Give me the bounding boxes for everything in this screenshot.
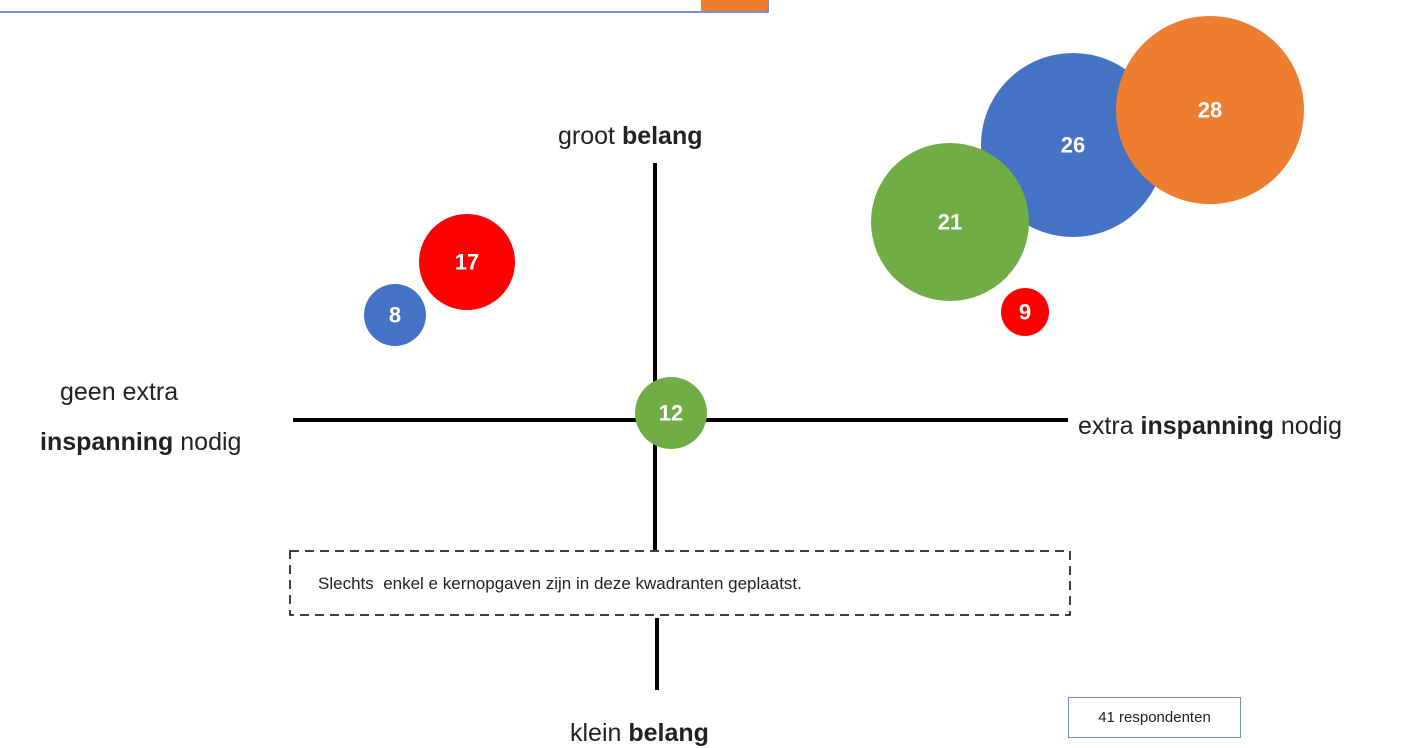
bottom-label: klein belang — [570, 721, 709, 746]
bubble-label: 17 — [455, 250, 479, 275]
label-part: inspanning — [1140, 412, 1274, 440]
label-part: groot — [558, 122, 615, 150]
label-part: extra — [1078, 412, 1134, 440]
bubble-label: 26 — [1061, 133, 1085, 158]
bubble-label: 21 — [938, 210, 962, 235]
bubble — [871, 143, 1029, 301]
respondents-box: 41 respondenten — [1068, 697, 1241, 738]
label-part: belang — [621, 122, 703, 150]
bubbles: 26 28 21 9 8 17 12 — [364, 16, 1304, 449]
right-label: extra inspanning nodig — [1078, 414, 1342, 439]
bubble — [419, 214, 515, 310]
left-label-2: inspanning nodig — [40, 430, 241, 455]
label-part: inspanning — [40, 428, 174, 456]
bubble-label: 8 — [389, 303, 401, 328]
top-box-accent — [701, 0, 767, 11]
note: Slechts enkel e kernopgaven zijn in deze… — [318, 574, 802, 593]
top-label: groot belang — [558, 124, 703, 149]
label-part: nodig — [180, 428, 242, 456]
left-label-1: geen extra — [60, 378, 179, 406]
respondents: 41 respondenten — [1098, 709, 1211, 726]
bubble-label: 12 — [659, 401, 683, 426]
label-part: klein — [570, 719, 622, 747]
bubble — [1116, 16, 1304, 204]
bubble-label: 9 — [1019, 300, 1031, 325]
label-part: nodig — [1280, 412, 1342, 440]
bubble — [1001, 288, 1049, 336]
bubble-label: 28 — [1198, 98, 1222, 123]
top-box — [0, 0, 769, 13]
bubble — [364, 284, 426, 346]
note-box — [289, 550, 1071, 616]
bubble — [635, 377, 707, 449]
label-part: belang — [628, 719, 709, 747]
